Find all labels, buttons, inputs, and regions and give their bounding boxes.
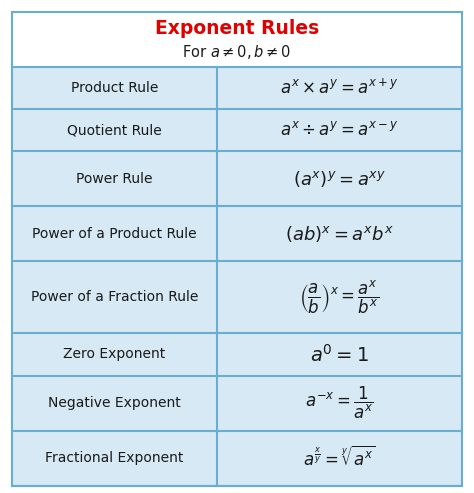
Bar: [12, 333, 462, 376]
Bar: [12, 430, 462, 486]
Text: Zero Exponent: Zero Exponent: [63, 348, 165, 361]
Text: For $a \neq 0, b \neq 0$: For $a \neq 0, b \neq 0$: [182, 42, 292, 61]
Text: Negative Exponent: Negative Exponent: [48, 396, 181, 410]
Text: Quotient Rule: Quotient Rule: [67, 123, 162, 137]
Bar: [12, 151, 462, 207]
Bar: [12, 12, 462, 67]
Bar: [12, 207, 462, 261]
Text: Power of a Product Rule: Power of a Product Rule: [32, 227, 197, 241]
Text: $a^x \times a^y = a^{x+y}$: $a^x \times a^y = a^{x+y}$: [280, 78, 399, 98]
Text: Exponent Rules: Exponent Rules: [155, 19, 319, 38]
Text: $a^{\frac{x}{y}} = \sqrt[y]{a^x}$: $a^{\frac{x}{y}} = \sqrt[y]{a^x}$: [303, 446, 376, 470]
Bar: [12, 109, 462, 151]
Text: $a^0 = 1$: $a^0 = 1$: [310, 344, 369, 365]
Bar: [12, 376, 462, 430]
Bar: [12, 67, 462, 109]
Text: $\left(a^x\right)^y = a^{xy}$: $\left(a^x\right)^y = a^{xy}$: [293, 169, 386, 189]
Text: Product Rule: Product Rule: [71, 81, 158, 95]
Text: $\left(ab\right)^x = a^x b^x$: $\left(ab\right)^x = a^x b^x$: [285, 224, 394, 244]
Bar: [12, 261, 462, 333]
Text: $a^x \div a^y = a^{x-y}$: $a^x \div a^y = a^{x-y}$: [280, 121, 399, 139]
Text: $\left(\dfrac{a}{b}\right)^x = \dfrac{a^x}{b^x}$: $\left(\dfrac{a}{b}\right)^x = \dfrac{a^…: [300, 279, 380, 316]
Text: Fractional Exponent: Fractional Exponent: [45, 451, 183, 465]
Text: $a^{-x} = \dfrac{1}{a^x}$: $a^{-x} = \dfrac{1}{a^x}$: [305, 385, 374, 421]
Text: Power of a Fraction Rule: Power of a Fraction Rule: [31, 290, 198, 304]
Text: Power Rule: Power Rule: [76, 172, 153, 186]
